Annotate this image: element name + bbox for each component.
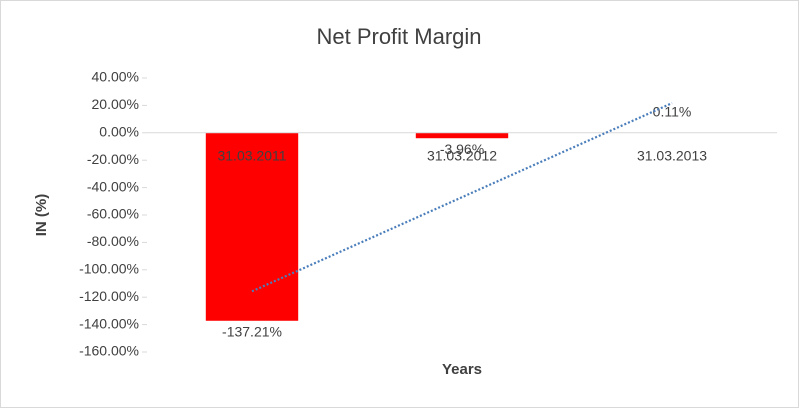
trendline <box>251 102 673 293</box>
y-tick-label: 20.00% <box>92 96 139 112</box>
y-tick-label: -100.00% <box>79 261 139 277</box>
bar <box>415 132 509 139</box>
x-tick-label: 31.03.2013 <box>637 148 707 164</box>
y-tick-label: -40.00% <box>87 178 139 194</box>
y-tick-label: -80.00% <box>87 233 139 249</box>
y-tick-label: -60.00% <box>87 206 139 222</box>
bar <box>205 132 299 321</box>
data-label: -3.96% <box>440 141 484 157</box>
x-axis-title: Years <box>442 361 482 378</box>
chart-title: Net Profit Margin <box>316 24 481 49</box>
y-axis-title: IN (%) <box>33 194 50 237</box>
data-label: -137.21% <box>222 323 282 339</box>
y-tick-label: 0.00% <box>99 124 139 140</box>
data-label: 0.11% <box>653 103 692 119</box>
y-tick-label: 40.00% <box>92 69 139 85</box>
x-tick-label: 31.03.2012 <box>427 148 497 164</box>
x-tick-label: 31.03.2011 <box>217 148 286 164</box>
y-tick-label: -140.00% <box>79 315 139 331</box>
y-tick-label: -160.00% <box>79 343 139 359</box>
y-tick-label: -120.00% <box>79 288 139 304</box>
y-tick-label: -20.00% <box>87 151 139 167</box>
